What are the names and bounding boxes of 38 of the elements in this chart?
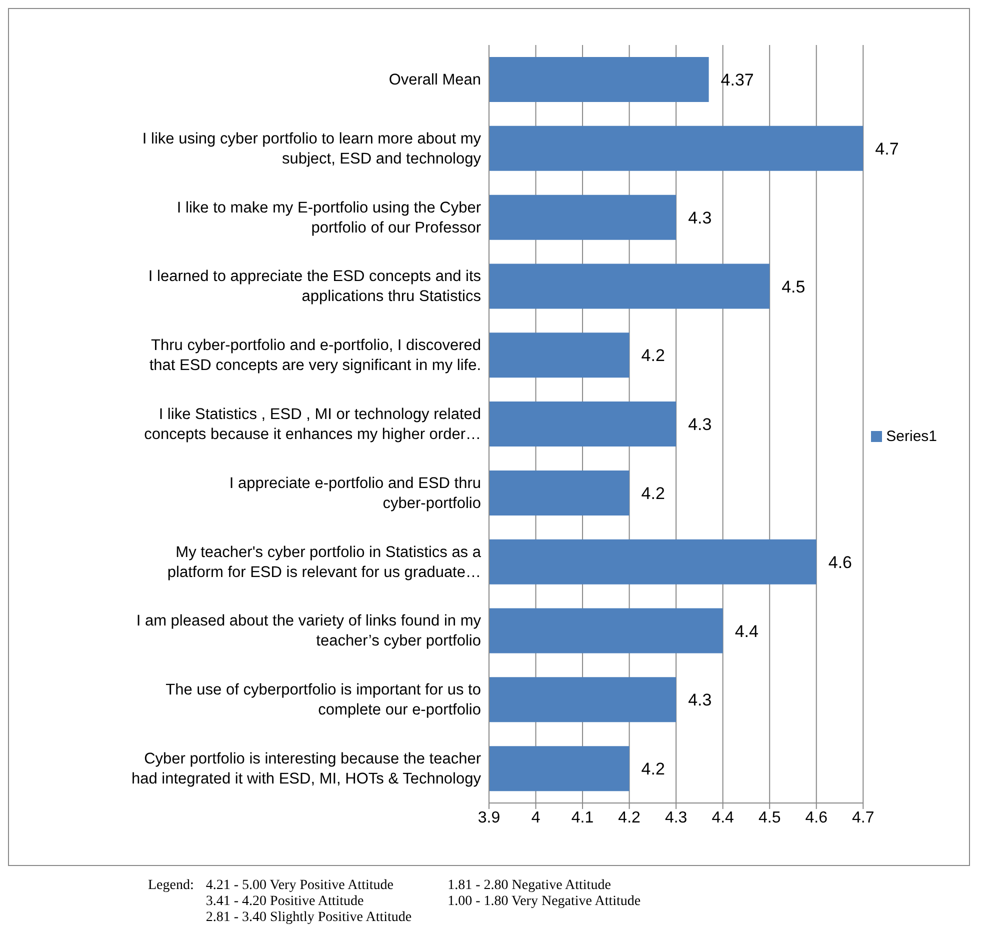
text: 1.00 - 1.80 Very Negative Attitude [448, 894, 641, 910]
x-tick-label: 4.4 [712, 809, 734, 826]
y-tick-label: I like Statistics , ESD , MI or technology related concepts because it enhances my higher order… [144, 406, 481, 442]
y-tick-label: I like to make my E-portfolio using the Cyber portfolio of our Professor [176, 198, 481, 236]
y-tick-label: I am pleased about the variety of links found in my teacher’s cyber portfolio [136, 612, 482, 650]
data-label: 4.5 [782, 277, 806, 296]
x-tick-label: 4.2 [618, 809, 641, 826]
x-tick-label: 4.5 [758, 809, 781, 826]
data-label: 4.2 [641, 484, 665, 503]
y-tick-label: Cyber portfolio is interesting because the teacher had integrated it with ESD, MI, HOTs & Technology [132, 750, 482, 788]
text: 1.81 - 2.80 Negative Attitude [448, 878, 612, 894]
data-label: 4.2 [641, 760, 665, 779]
x-tick-label: 4 [531, 809, 540, 826]
text: 2.81 - 3.40 Slightly Positive Attitude [206, 910, 412, 926]
data-label: 4.6 [828, 552, 852, 572]
data-label: 4.7 [875, 139, 899, 158]
text: 4.21 - 5.00 Very Positive Attitude [206, 878, 394, 894]
x-tick-label: 3.9 [478, 809, 500, 826]
data-label: 4.3 [688, 208, 712, 228]
y-tick-label: My teacher's cyber portfolio in Statistics as a platform for ESD is relevant for us graduate… [167, 543, 482, 580]
y-tick-label: I appreciate e-portfolio and ESD thru cyber-portfolio [229, 474, 481, 512]
data-label: 4.2 [641, 346, 665, 366]
y-tick-label: Overall Mean [388, 70, 481, 88]
x-tick-label: 4.1 [571, 809, 594, 826]
y-tick-label: The use of cyberportfolio is important for us to complete our e-portfolio [166, 681, 481, 718]
text: Legend: [148, 878, 194, 895]
y-tick-label: I like using cyber portfolio to learn more about my subject, ESD and technology [142, 130, 482, 167]
x-tick-label: 4.3 [664, 809, 688, 826]
y-tick-label: I learned to appreciate the ESD concepts and its applications thru Statistics [148, 268, 482, 305]
legend-label: Series1 [886, 428, 937, 444]
x-tick-label: 4.7 [852, 809, 874, 826]
x-tick-label: 4.6 [805, 809, 828, 826]
text: 3.41 - 4.20 Positive Attitude [206, 894, 365, 910]
data-label: 4.4 [734, 622, 758, 641]
data-label: 4.37 [720, 70, 754, 90]
y-tick-label: Thru cyber-portfolio and e-portfolio, I discovered that ESD concepts are very significant in my life. [149, 336, 481, 374]
data-label: 4.3 [688, 415, 712, 434]
data-label: 4.3 [688, 690, 712, 710]
